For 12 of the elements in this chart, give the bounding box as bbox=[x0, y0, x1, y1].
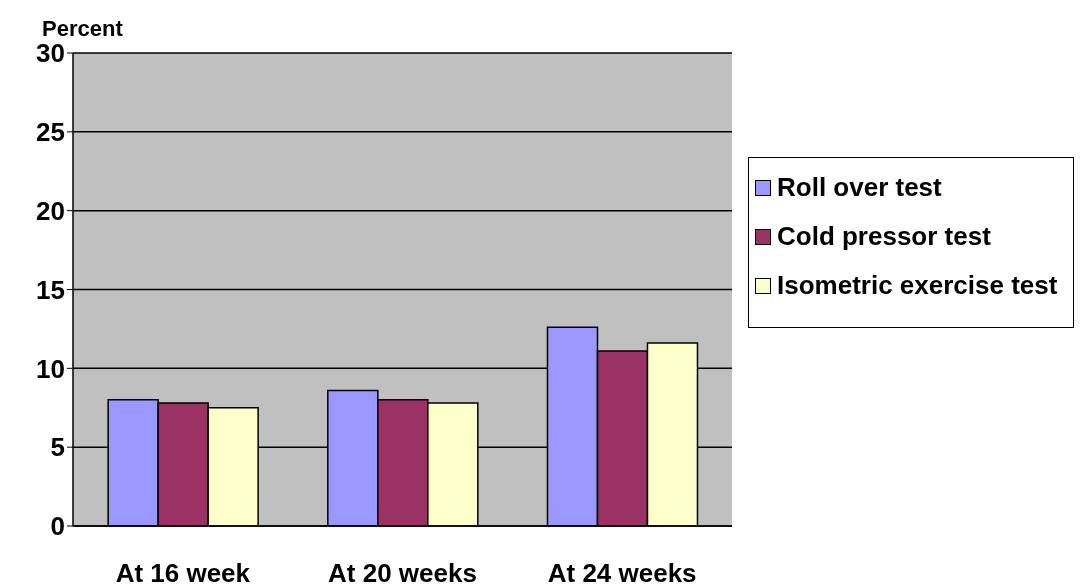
legend-label: Roll over test bbox=[777, 172, 942, 203]
y-tick-label: 20 bbox=[36, 195, 65, 226]
y-tick-label: 25 bbox=[36, 117, 65, 148]
y-tick-label: 10 bbox=[36, 353, 65, 384]
x-tick-label: At 24 weeks bbox=[547, 558, 697, 588]
legend-label: Cold pressor test bbox=[777, 221, 991, 252]
legend-label: Isometric exercise test bbox=[777, 270, 1058, 301]
y-tick-label: 5 bbox=[50, 432, 65, 463]
x-tick-label: At 20 weeks bbox=[328, 558, 477, 588]
x-tick-label: At 16 week bbox=[115, 558, 251, 588]
y-tick-label: 15 bbox=[36, 274, 65, 305]
y-tick-label: 0 bbox=[50, 511, 65, 542]
